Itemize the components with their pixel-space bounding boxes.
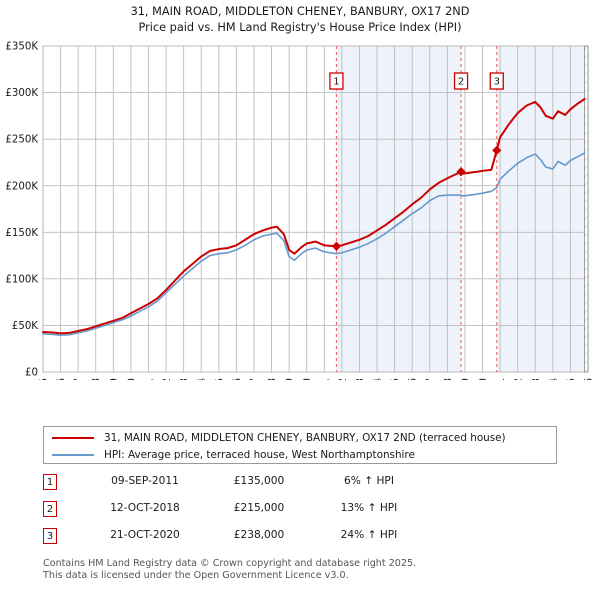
event-marker-number: 1 <box>333 77 339 88</box>
x-axis-tick-label: 2012 <box>338 378 349 380</box>
x-axis-tick-label: 2005 <box>215 378 226 380</box>
x-axis-tick-label: 2002 <box>162 378 173 380</box>
x-axis-tick-label: 1998 <box>92 378 103 380</box>
transaction-hpi-delta: 13% ↑ HPI <box>340 502 398 514</box>
legend-entry-hpi: HPI: Average price, terraced house, West… <box>52 446 415 463</box>
transaction-index-badge: 1 <box>43 474 57 490</box>
transaction-price: £135,000 <box>233 475 285 487</box>
shaded-band <box>336 46 462 372</box>
no-data-hatched-region <box>584 45 589 373</box>
chart-area: £0 £50K £100K £150K £200K £250K £300K £350K 1995… <box>0 40 600 380</box>
transaction-price: £238,000 <box>233 529 285 541</box>
event-marker-box <box>489 72 504 90</box>
x-axis-tick-label: 1995 <box>39 378 50 380</box>
y-axis-tick-label: £50K <box>12 321 38 332</box>
y-axis-tick-label: £200K <box>5 181 38 192</box>
x-axis-tick-label: 2020 <box>479 378 490 380</box>
x-axis-tick-label: 2015 <box>391 378 402 380</box>
y-axis-tick-label: £300K <box>5 88 38 99</box>
title-line-1: 31, MAIN ROAD, MIDDLETON CHENEY, BANBURY… <box>130 5 470 18</box>
transaction-date: 12-OCT-2018 <box>110 502 180 514</box>
x-axis-tick-label: 2009 <box>285 378 296 380</box>
title-line-2: Price paid vs. HM Land Registry's House … <box>138 21 462 34</box>
x-axis-tick-label: 1996 <box>57 378 68 380</box>
x-axis-tick-label: 2003 <box>180 378 191 380</box>
transaction-hpi-delta: 6% ↑ HPI <box>344 475 394 487</box>
legend-entry-price-paid: 31, MAIN ROAD, MIDDLETON CHENEY, BANBURY… <box>52 429 506 446</box>
event-marker-diamond <box>456 167 466 177</box>
chart-legend: 31, MAIN ROAD, MIDDLETON CHENEY, BANBURY… <box>43 426 557 464</box>
x-axis-tick-label: 2011 <box>320 378 331 380</box>
transaction-index-badge: 2 <box>43 501 57 517</box>
x-axis-tick-label: 2004 <box>197 378 208 380</box>
legend-swatch-hpi <box>52 453 94 456</box>
page-title: 31, MAIN ROAD, MIDDLETON CHENEY, BANBURY… <box>0 4 600 36</box>
y-axis-tick-label: £350K <box>5 42 38 53</box>
x-axis-tick-label: 1999 <box>109 378 120 380</box>
footer-line-2: This data is licensed under the Open Gov… <box>43 569 349 581</box>
x-axis-tick-label: 2017 <box>426 378 437 380</box>
x-axis-tick-label: 2006 <box>232 378 243 380</box>
y-axis-tick-label: £100K <box>5 274 38 285</box>
x-axis-tick-label: 2007 <box>250 378 261 380</box>
event-marker-number: 2 <box>458 77 464 88</box>
table-row[interactable]: 1 09-SEP-2011 £135,000 6% ↑ HPI <box>43 472 463 499</box>
x-axis-tick-label: 2001 <box>144 378 155 380</box>
event-marker-box <box>453 72 469 90</box>
footer-line-1: Contains HM Land Registry data © Crown c… <box>43 558 417 569</box>
transaction-date: 09-SEP-2011 <box>111 475 179 487</box>
x-axis-tick-label: 2019 <box>461 378 472 380</box>
x-axis-tick-label: 2008 <box>268 378 279 380</box>
x-axis-tick-label: 2016 <box>408 378 419 380</box>
table-row[interactable]: 3 21-OCT-2020 £238,000 24% ↑ HPI <box>43 526 463 553</box>
x-axis-tick-label: 2022 <box>514 378 525 380</box>
event-marker-diamond <box>331 241 342 251</box>
x-axis-tick-label: 2021 <box>496 378 507 380</box>
legend-label-price-paid: 31, MAIN ROAD, MIDDLETON CHENEY, BANBURY… <box>104 431 506 444</box>
y-axis-tick-label: £0 <box>25 368 38 379</box>
event-marker-number: 3 <box>494 77 500 88</box>
transaction-hpi-delta: 24% ↑ HPI <box>340 529 398 541</box>
price-history-chart: £0 £50K £100K £150K £200K £250K £300K £350K 1995… <box>5 42 595 380</box>
x-axis-tick-label: 1997 <box>74 378 85 380</box>
transactions-table: 1 09-SEP-2011 £135,000 6% ↑ HPI 2 12-OCT… <box>43 472 463 553</box>
transaction-index-badge: 3 <box>43 528 57 544</box>
series-line-price-paid <box>42 98 586 335</box>
transaction-price: £215,000 <box>233 502 285 514</box>
x-axis-tick-label: 2023 <box>531 378 542 380</box>
event-marker-box <box>329 72 344 90</box>
event-marker-diamond <box>492 145 502 155</box>
series-line-hpi <box>42 152 586 337</box>
legend-label-hpi: HPI: Average price, terraced house, West… <box>104 448 415 461</box>
footer-attribution: Contains HM Land Registry data © Crown c… <box>43 558 583 581</box>
x-axis-tick-label: 2025 <box>566 378 577 380</box>
x-axis-tick-label: 2013 <box>355 378 366 380</box>
y-axis-tick-label: £150K <box>5 228 38 239</box>
table-row[interactable]: 2 12-OCT-2018 £215,000 13% ↑ HPI <box>43 499 463 526</box>
x-axis-tick-label: 2026 <box>584 378 595 380</box>
x-axis-tick-label: 2014 <box>373 378 384 380</box>
x-axis-tick-label: 2018 <box>443 378 454 380</box>
legend-swatch-price-paid <box>52 436 94 439</box>
y-axis-tick-label: £250K <box>5 135 38 146</box>
transaction-date: 21-OCT-2020 <box>110 529 180 541</box>
x-axis-tick-label: 2024 <box>549 378 560 380</box>
shaded-band <box>496 46 588 372</box>
x-axis-tick-label: 2000 <box>127 378 138 380</box>
x-axis-tick-label: 2010 <box>303 378 314 380</box>
